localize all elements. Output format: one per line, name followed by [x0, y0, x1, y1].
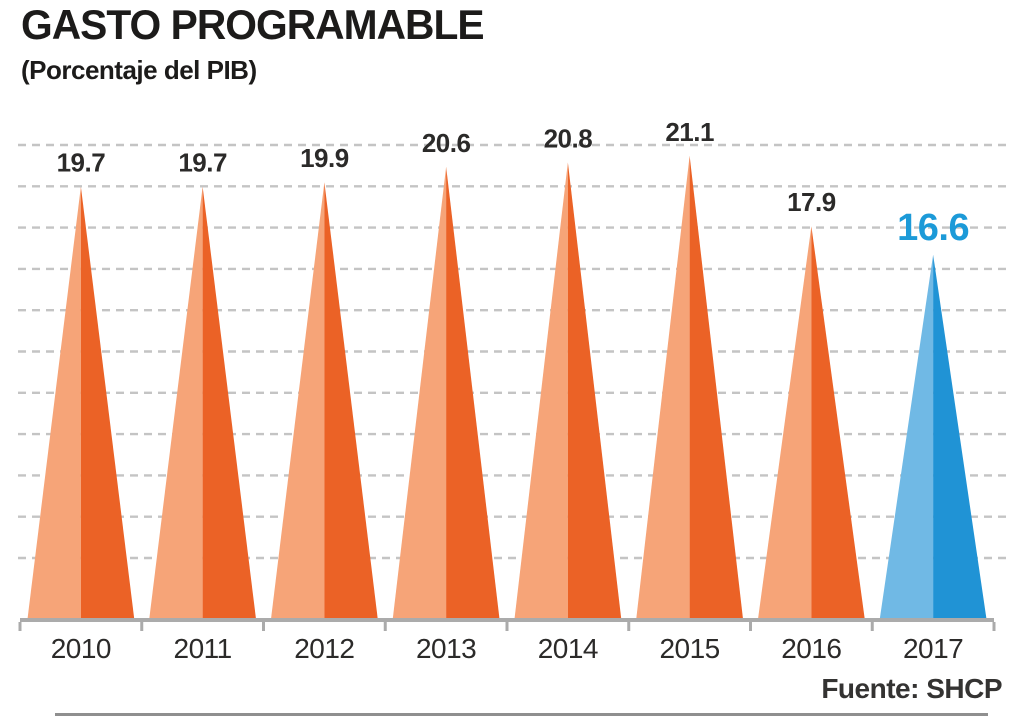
triangle-2015-left — [636, 155, 690, 621]
triangle-2013-left — [392, 166, 447, 621]
value-label-2012: 19.9 — [300, 143, 349, 173]
triangle-2014-right — [567, 162, 622, 620]
source-label: Fuente: SHCP — [821, 673, 1002, 704]
chart-title: GASTO PROGRAMABLE — [21, 1, 485, 48]
triangle-2013-right — [446, 166, 500, 621]
value-label-2015: 21.1 — [665, 117, 714, 147]
year-label-2016: 2016 — [781, 633, 841, 664]
year-label-2015: 2015 — [659, 633, 719, 664]
year-label-2017: 2017 — [903, 633, 963, 664]
value-label-2011: 19.7 — [178, 148, 227, 178]
triangle-2010-left — [27, 186, 81, 620]
triangle-2014-left — [514, 162, 568, 620]
year-label-2012: 2012 — [294, 633, 354, 664]
triangle-2012-right — [324, 182, 378, 620]
triangle-2011-left — [149, 186, 203, 620]
value-label-2017: 16.6 — [897, 207, 969, 249]
chart-subtitle: (Porcentaje del PIB) — [21, 55, 257, 85]
value-label-2013: 20.6 — [422, 128, 471, 158]
triangle-2012-left — [270, 182, 325, 620]
year-label-2011: 2011 — [174, 633, 232, 664]
year-label-2010: 2010 — [51, 633, 111, 664]
chart-header: GASTO PROGRAMABLE (Porcentaje del PIB) — [21, 4, 498, 86]
triangle-2015-right — [689, 155, 744, 621]
triangle-2016-right — [811, 226, 865, 620]
year-label-2013: 2013 — [416, 633, 476, 664]
value-label-2010: 19.7 — [57, 148, 106, 178]
triangle-2016-left — [757, 226, 812, 620]
value-label-2014: 20.8 — [544, 123, 593, 153]
triangle-2017-left — [879, 254, 934, 621]
cropped-next-section-edge — [55, 713, 988, 716]
value-label-2016: 17.9 — [787, 187, 836, 217]
year-label-2014: 2014 — [538, 633, 598, 664]
triangle-2017-right — [933, 254, 987, 621]
triangle-2011-right — [202, 186, 257, 620]
triangle-2010-right — [80, 186, 135, 620]
